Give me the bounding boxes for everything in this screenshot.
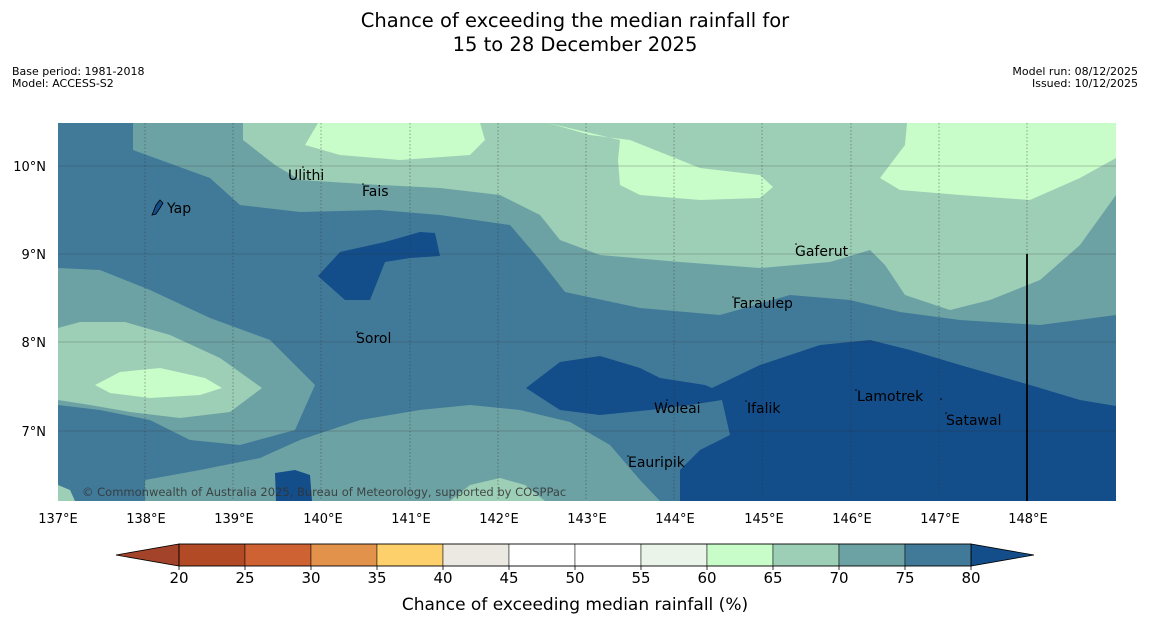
place-faraulep: Faraulep (733, 296, 793, 312)
place-ifalik: Ifalik (747, 401, 781, 417)
lat-label-7n: 7°N (22, 425, 47, 440)
place-yap: Yap (166, 201, 191, 217)
map-plot: Ulithi Fais Yap Gaferut Faraulep Sorol W… (58, 123, 1116, 501)
colorbar: 20 25 30 35 40 45 50 55 60 65 70 75 80 Chance of exc… (115, 543, 1035, 615)
colorbar-tick-label-40: 40 (433, 569, 452, 587)
lon-label-142e: 142°E (479, 512, 519, 527)
colorbar-tick-label-45: 45 (499, 569, 518, 587)
colorbar-segment-70-75 (838, 543, 906, 567)
lon-label-138e: 138°E (126, 512, 166, 527)
colorbar-segment-50-55 (574, 543, 642, 567)
lat-label-8n: 8°N (22, 336, 47, 351)
colorbar-tick-label-75: 75 (895, 569, 914, 587)
lon-label-143e: 143°E (567, 512, 607, 527)
contour-60-65-north (305, 123, 485, 160)
title-line-1: Chance of exceeding the median rainfall … (360, 9, 790, 32)
contour-60-65-northeast (880, 123, 1116, 200)
place-satawal: Satawal (946, 413, 1001, 429)
colorbar-segment-60-65 (706, 543, 774, 567)
place-sorol: Sorol (356, 331, 391, 347)
colorbar-segment-40-45 (442, 543, 510, 567)
colorbar-tick-label-80: 80 (961, 569, 980, 587)
place-woleai: Woleai (654, 401, 701, 417)
colorbar-tick-label-20: 20 (169, 569, 188, 587)
contour-60-65-west (95, 368, 222, 398)
lat-gridlines (58, 165, 1116, 432)
colorbar-segment-35-40 (376, 543, 444, 567)
colorbar-tick-label-65: 65 (763, 569, 782, 587)
contour-80-southeast (526, 340, 1116, 501)
contour-65-70-south (450, 478, 545, 501)
meta-right: Model run: 08/12/2025 Issued: 10/12/2025 (1012, 66, 1138, 90)
island-markers (302, 166, 947, 457)
lon-label-148e: 148°E (1008, 512, 1048, 527)
lat-axis: 10°N 9°N 8°N 7°N (13, 160, 46, 440)
place-eauripik: Eauripik (628, 455, 686, 471)
colorbar-tick-label-25: 25 (235, 569, 254, 587)
place-fais: Fais (362, 184, 389, 200)
model-text: Model: ACCESS-S2 (12, 77, 114, 90)
lon-label-141e: 141°E (391, 512, 431, 527)
lon-axis: 137°E 138°E 139°E 140°E 141°E 142°E 143°… (38, 512, 1048, 527)
place-ulithi: Ulithi (288, 168, 324, 184)
issued-text: Issued: 10/12/2025 (1031, 77, 1138, 90)
contour-70-75-south (145, 405, 660, 501)
colorbar-segment-75-80 (904, 543, 972, 567)
contour-80-south-small (275, 470, 312, 501)
model-run-text: Model run: 08/12/2025 (1012, 65, 1138, 78)
yap-island-shape (151, 199, 164, 216)
colorbar-segment-55-60 (640, 543, 708, 567)
colorbar-segment-65-70 (772, 543, 840, 567)
colorbar-segment-20-25 (178, 543, 246, 567)
chart-title: Chance of exceeding the median rainfall … (0, 9, 1150, 57)
colorbar-ticks: 20 25 30 35 40 45 50 55 60 65 70 75 80 (169, 566, 981, 587)
colorbar-above-arrow (970, 543, 1035, 567)
lon-label-147e: 147°E (920, 512, 960, 527)
lon-label-139e: 139°E (214, 512, 254, 527)
place-lamotrek: Lamotrek (857, 389, 924, 405)
title-line-2: 15 to 28 December 2025 (452, 33, 698, 56)
contour-80-north (318, 232, 440, 300)
lon-label-146e: 146°E (832, 512, 872, 527)
gridlines (144, 123, 1028, 501)
contour-60-65-north-center (548, 123, 773, 200)
lon-label-145e: 145°E (744, 512, 784, 527)
colorbar-tick-label-70: 70 (829, 569, 848, 587)
lon-label-144e: 144°E (655, 512, 695, 527)
place-gaferut: Gaferut (795, 244, 849, 260)
contour-65-70-sw-corner (58, 485, 75, 501)
colorbar-tick-label-30: 30 (301, 569, 320, 587)
colorbar-below-arrow (115, 543, 180, 567)
base-period-text: Base period: 1981-2018 (12, 65, 145, 78)
lon-label-140e: 140°E (303, 512, 343, 527)
meta-left: Base period: 1981-2018 Model: ACCESS-S2 (12, 66, 144, 90)
colorbar-tick-label-35: 35 (367, 569, 386, 587)
colorbar-segment-45-50 (508, 543, 576, 567)
copyright-text: © Commonwealth of Australia 2025, Bureau… (82, 485, 566, 499)
colorbar-segment-30-35 (310, 543, 378, 567)
colorbar-segments (178, 543, 972, 567)
lat-label-10n: 10°N (13, 160, 46, 175)
colorbar-tick-label-55: 55 (631, 569, 650, 587)
lon-label-137e: 137°E (38, 512, 78, 527)
colorbar-tick-label-60: 60 (697, 569, 716, 587)
colorbar-tick-label-50: 50 (565, 569, 584, 587)
colorbar-title: Chance of exceeding median rainfall (%) (402, 595, 748, 615)
lat-label-9n: 9°N (22, 248, 47, 263)
colorbar-segment-25-30 (244, 543, 312, 567)
